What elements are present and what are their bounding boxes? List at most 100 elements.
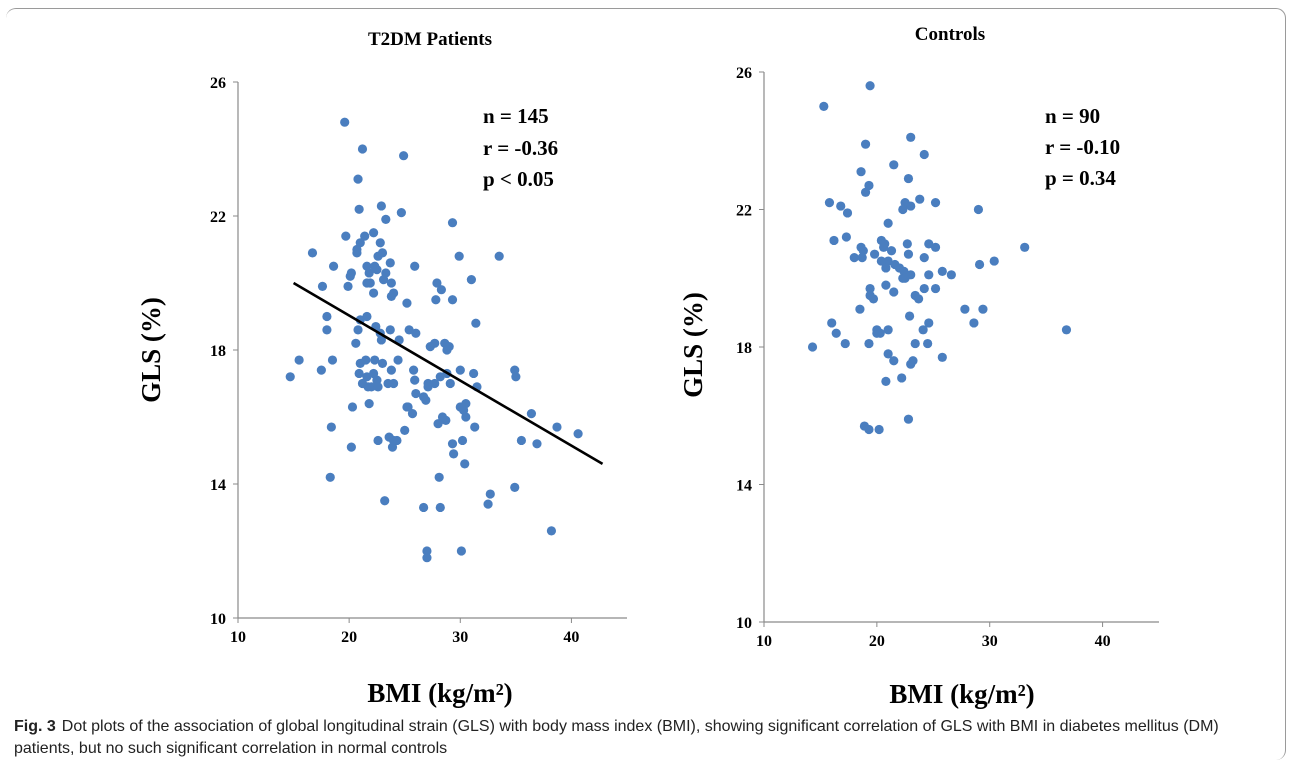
data-point xyxy=(322,311,332,322)
data-point xyxy=(373,382,383,392)
x-axis-label-t2dm: BMI (kg/m²) xyxy=(367,678,512,708)
data-point xyxy=(900,273,910,283)
x-tick-label: 30 xyxy=(982,633,998,650)
data-point xyxy=(883,325,893,335)
data-point xyxy=(343,281,353,291)
data-point xyxy=(386,291,396,301)
data-point xyxy=(377,248,388,258)
x-tick-label: 10 xyxy=(230,629,246,646)
data-point xyxy=(404,325,414,335)
data-point xyxy=(923,338,933,349)
data-point xyxy=(906,132,916,142)
stat-n-controls: n = 90 xyxy=(1045,104,1100,128)
y-tick-label: 10 xyxy=(736,615,752,632)
data-point xyxy=(924,270,934,280)
data-point xyxy=(865,81,875,91)
data-point xyxy=(317,281,328,291)
data-point xyxy=(341,231,351,241)
data-point xyxy=(402,402,412,412)
data-point xyxy=(470,422,480,432)
y-tick-label: 14 xyxy=(736,478,752,495)
data-point xyxy=(974,259,985,270)
x-tick-label: 40 xyxy=(1095,633,1111,650)
data-point xyxy=(924,239,934,249)
data-point xyxy=(883,349,893,359)
scatter-points-t2dm xyxy=(285,117,583,563)
data-point xyxy=(874,424,884,435)
stats-annotation-controls: n = 90 r = -0.10 p = 0.34 xyxy=(1045,104,1120,190)
data-point xyxy=(399,151,409,161)
data-point xyxy=(455,365,465,375)
data-point xyxy=(485,489,495,499)
data-point xyxy=(354,368,364,379)
data-point xyxy=(447,295,458,305)
data-point xyxy=(824,198,835,208)
data-point xyxy=(919,149,929,160)
data-point xyxy=(285,372,295,382)
data-point xyxy=(376,201,386,211)
data-point xyxy=(897,373,907,383)
data-point xyxy=(435,372,445,382)
data-point xyxy=(860,187,871,197)
caption-text: Dot plots of the association of global l… xyxy=(14,718,1219,757)
data-point xyxy=(881,263,891,273)
data-point xyxy=(345,271,355,281)
stat-n-t2dm: n = 145 xyxy=(483,104,549,128)
data-point xyxy=(960,304,970,314)
data-point xyxy=(924,318,934,328)
data-point xyxy=(849,253,859,263)
data-point xyxy=(460,459,470,469)
data-point xyxy=(410,375,420,385)
data-point xyxy=(328,261,339,271)
data-point xyxy=(461,412,471,422)
data-point xyxy=(316,365,326,375)
data-point xyxy=(346,442,356,452)
data-point xyxy=(904,311,915,321)
y-tick-label: 26 xyxy=(736,65,752,82)
data-point xyxy=(364,399,374,409)
data-point xyxy=(347,402,358,412)
data-point xyxy=(864,424,874,435)
data-point xyxy=(865,283,875,294)
data-point xyxy=(436,285,446,295)
data-point xyxy=(386,365,396,375)
data-point xyxy=(829,235,839,246)
x-axis-label-controls: BMI (kg/m²) xyxy=(889,679,1034,709)
data-point xyxy=(381,214,391,224)
data-point xyxy=(573,429,583,439)
data-point xyxy=(466,275,476,285)
data-point xyxy=(389,378,399,389)
data-point xyxy=(918,325,928,335)
data-point xyxy=(385,325,395,335)
data-point xyxy=(400,425,410,435)
y-tick-label: 22 xyxy=(736,203,752,220)
stat-r-controls: r = -0.10 xyxy=(1045,135,1120,159)
data-point xyxy=(511,372,521,382)
data-point xyxy=(373,435,383,446)
data-point xyxy=(402,298,412,308)
data-point xyxy=(325,472,335,482)
chart-title-t2dm: T2DM Patients xyxy=(368,29,492,50)
data-point xyxy=(431,295,441,305)
data-point xyxy=(393,355,403,365)
data-point xyxy=(362,278,372,288)
data-point xyxy=(364,268,374,278)
data-point xyxy=(842,208,853,218)
data-point xyxy=(353,325,363,335)
panel-controls: Controls GLS (%) BMI (kg/m²) 10141822261… xyxy=(678,24,1159,709)
data-point xyxy=(868,294,879,304)
data-point xyxy=(380,496,390,506)
data-point xyxy=(831,328,841,338)
tick-labels-controls: 10 14 18 22 26 10 20 30 40 xyxy=(736,65,1111,650)
scatter-points-controls xyxy=(807,81,1072,435)
y-axis-label-t2dm: GLS (%) xyxy=(136,297,166,403)
data-point xyxy=(407,409,418,419)
data-point xyxy=(419,502,429,513)
data-point xyxy=(368,288,379,298)
y-tick-label: 18 xyxy=(736,340,752,357)
data-point xyxy=(411,388,421,399)
data-point xyxy=(914,294,924,304)
data-point xyxy=(807,342,818,352)
y-tick-label: 14 xyxy=(210,477,226,494)
data-point xyxy=(457,435,468,446)
